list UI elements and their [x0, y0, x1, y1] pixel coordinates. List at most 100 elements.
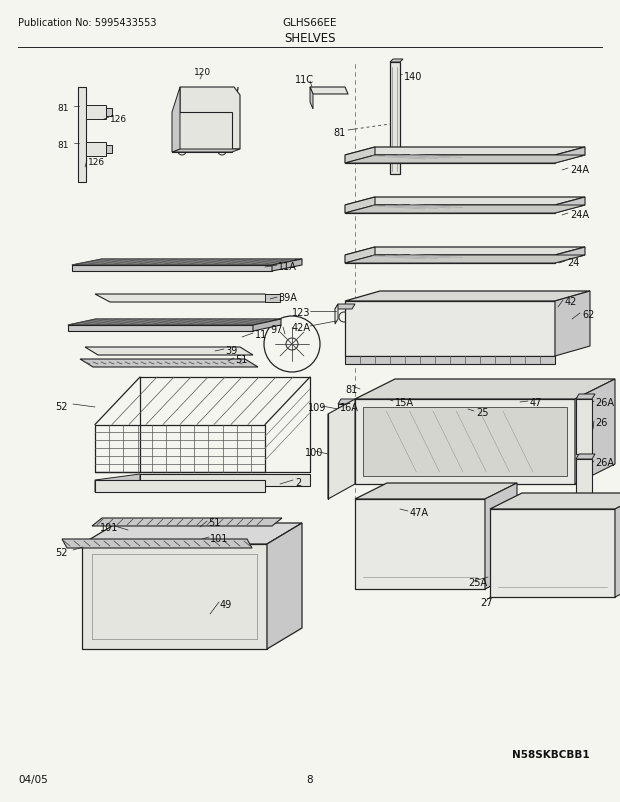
Text: 11C: 11C: [295, 75, 314, 85]
Polygon shape: [82, 524, 302, 545]
Polygon shape: [338, 399, 363, 404]
Text: 81: 81: [345, 384, 357, 395]
Polygon shape: [345, 206, 585, 214]
Polygon shape: [310, 88, 348, 95]
Polygon shape: [355, 484, 517, 500]
Polygon shape: [338, 404, 360, 427]
Polygon shape: [390, 63, 400, 175]
Polygon shape: [555, 248, 585, 264]
Polygon shape: [172, 113, 232, 153]
Polygon shape: [106, 109, 112, 117]
Text: 24A: 24A: [570, 210, 589, 220]
Text: 101: 101: [210, 533, 228, 543]
Polygon shape: [82, 545, 267, 649]
Text: 15A: 15A: [395, 398, 414, 407]
Text: 39A: 39A: [278, 293, 297, 302]
Polygon shape: [140, 475, 310, 486]
Text: 51: 51: [208, 517, 220, 528]
Text: 81: 81: [57, 141, 68, 150]
Polygon shape: [68, 326, 253, 331]
Text: 126: 126: [88, 158, 105, 167]
Text: 100: 100: [305, 448, 324, 457]
Text: 62: 62: [582, 310, 595, 320]
Text: GLHS66EE: GLHS66EE: [283, 18, 337, 28]
Text: 42: 42: [565, 297, 577, 306]
Polygon shape: [272, 260, 302, 272]
Polygon shape: [92, 518, 282, 526]
Text: N58SKBCBB1: N58SKBCBB1: [512, 749, 590, 759]
Polygon shape: [180, 88, 240, 150]
Polygon shape: [85, 347, 253, 355]
Text: 81: 81: [333, 128, 345, 138]
Polygon shape: [576, 395, 595, 399]
Polygon shape: [345, 292, 590, 302]
Polygon shape: [62, 539, 252, 549]
Text: 8: 8: [307, 774, 313, 784]
Text: 126: 126: [110, 115, 127, 124]
Polygon shape: [345, 302, 555, 357]
Text: 04/05: 04/05: [18, 774, 48, 784]
Polygon shape: [95, 294, 280, 302]
Text: 123: 123: [292, 308, 311, 318]
Polygon shape: [78, 88, 86, 183]
Polygon shape: [355, 500, 485, 589]
Polygon shape: [345, 248, 585, 256]
Polygon shape: [310, 88, 313, 110]
Text: 97: 97: [270, 325, 282, 334]
Polygon shape: [345, 198, 585, 206]
Text: 49: 49: [220, 599, 232, 610]
Text: 51: 51: [235, 354, 247, 365]
Polygon shape: [485, 484, 517, 589]
Text: 25: 25: [476, 407, 489, 418]
Polygon shape: [490, 509, 615, 597]
Polygon shape: [253, 320, 281, 331]
Polygon shape: [68, 320, 281, 326]
Polygon shape: [172, 150, 240, 153]
Polygon shape: [355, 399, 575, 484]
Polygon shape: [345, 198, 375, 214]
Text: Publication No: 5995433553: Publication No: 5995433553: [18, 18, 156, 28]
Polygon shape: [390, 60, 403, 63]
Polygon shape: [86, 143, 106, 157]
Text: 26A: 26A: [595, 398, 614, 407]
Polygon shape: [345, 256, 585, 264]
Polygon shape: [576, 399, 592, 455]
Polygon shape: [172, 88, 180, 153]
Text: 11: 11: [255, 330, 267, 339]
Text: 2: 2: [295, 477, 301, 488]
Text: 101: 101: [100, 522, 118, 533]
Text: 109: 109: [308, 403, 326, 412]
Polygon shape: [555, 292, 590, 357]
Polygon shape: [576, 455, 595, 460]
Polygon shape: [335, 305, 338, 325]
Polygon shape: [576, 460, 592, 500]
Polygon shape: [355, 379, 615, 399]
Polygon shape: [267, 524, 302, 649]
Text: SHELVES: SHELVES: [284, 32, 336, 45]
Polygon shape: [345, 357, 555, 365]
Text: 52: 52: [55, 402, 68, 411]
Polygon shape: [555, 198, 585, 214]
Polygon shape: [86, 106, 106, 119]
Text: 81: 81: [57, 104, 68, 113]
Polygon shape: [95, 480, 265, 492]
Text: 42A: 42A: [292, 322, 311, 333]
Polygon shape: [363, 407, 567, 476]
Polygon shape: [345, 248, 375, 264]
Polygon shape: [490, 493, 620, 509]
Polygon shape: [345, 256, 555, 264]
Polygon shape: [345, 148, 375, 164]
Polygon shape: [360, 399, 363, 432]
Text: 11A: 11A: [278, 261, 297, 272]
Polygon shape: [345, 206, 555, 214]
Text: 27: 27: [480, 597, 492, 607]
Polygon shape: [80, 359, 258, 367]
Polygon shape: [265, 294, 280, 302]
Polygon shape: [72, 260, 302, 265]
Polygon shape: [615, 493, 620, 597]
Text: 26: 26: [595, 418, 608, 427]
Polygon shape: [335, 305, 355, 310]
Polygon shape: [95, 475, 140, 492]
Text: 25A: 25A: [468, 577, 487, 587]
Text: 47A: 47A: [410, 508, 429, 517]
